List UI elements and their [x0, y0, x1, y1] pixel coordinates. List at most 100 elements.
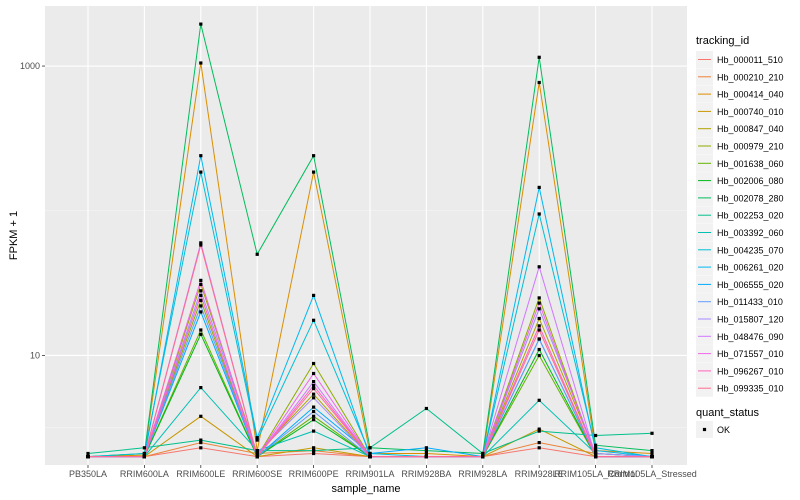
data-point	[199, 154, 203, 158]
data-point	[594, 449, 598, 453]
data-point	[650, 431, 654, 435]
data-point	[537, 55, 541, 59]
data-point	[594, 443, 598, 447]
data-point	[650, 451, 654, 456]
data-point	[424, 446, 428, 450]
x-tick-label: RRIM105LA_Control	[554, 469, 637, 479]
legend-label: Hb_000740_010	[717, 107, 784, 117]
data-point	[537, 337, 541, 341]
data-point	[312, 392, 316, 396]
data-point	[368, 455, 372, 459]
legend-label: Hb_006261_020	[717, 263, 784, 273]
data-point	[255, 451, 259, 456]
legend-label: Hb_004235_070	[717, 245, 784, 255]
legend-label: Hb_000210_210	[717, 72, 784, 82]
data-point	[199, 289, 203, 293]
data-point	[312, 380, 316, 384]
data-point	[312, 371, 316, 376]
data-point	[312, 396, 316, 400]
y-tick-label: 10	[30, 350, 40, 360]
data-point	[537, 446, 541, 450]
legend-label: Hb_003392_060	[717, 228, 784, 238]
data-point	[537, 307, 541, 311]
data-point	[312, 429, 316, 433]
shape-legend-point-icon	[702, 427, 707, 432]
legend-label: Hb_006555_020	[717, 280, 784, 290]
data-point	[537, 398, 541, 402]
x-axis-title: sample_name	[331, 483, 400, 495]
y-tick-label: 1000	[20, 61, 40, 71]
y-axis: 10 1000	[20, 61, 45, 360]
data-points	[86, 22, 654, 459]
x-tick-label: RRIM928BA	[401, 469, 451, 479]
data-point	[199, 441, 203, 445]
data-point	[594, 446, 598, 450]
data-point	[199, 241, 203, 245]
data-point	[255, 436, 259, 440]
data-point	[537, 328, 541, 332]
legend-label: Hb_015807_120	[717, 315, 784, 325]
data-point	[481, 451, 485, 456]
data-point	[199, 282, 203, 286]
data-point	[368, 446, 372, 450]
data-point	[650, 455, 654, 459]
data-point	[537, 316, 541, 321]
data-point	[537, 212, 541, 216]
data-point	[312, 170, 316, 174]
data-point	[199, 278, 203, 282]
legend-label: Hb_002253_020	[717, 211, 784, 221]
data-point	[424, 449, 428, 453]
x-tick-label: RRIM928LA	[458, 469, 507, 479]
data-point	[199, 414, 203, 418]
data-point	[86, 451, 90, 456]
data-point	[199, 438, 203, 442]
data-point	[537, 301, 541, 305]
legend-label: Hb_000847_040	[717, 124, 784, 134]
data-point	[481, 455, 485, 459]
data-point	[650, 449, 654, 453]
data-point	[142, 446, 146, 450]
data-point	[537, 185, 541, 189]
data-point	[255, 449, 259, 453]
data-point	[424, 406, 428, 411]
data-point	[312, 418, 316, 422]
x-tick-label: RRIM600LE	[176, 469, 225, 479]
data-point	[199, 328, 203, 332]
legend-label: Hb_099335_010	[717, 384, 784, 394]
legend-label: Hb_001638_060	[717, 159, 784, 169]
shape-legend-title: quant_status	[696, 407, 759, 419]
data-point	[537, 80, 541, 85]
x-tick-label: RRIM901LA	[345, 469, 394, 479]
x-tick-label: RRIM600LA	[120, 469, 169, 479]
data-point	[199, 293, 203, 297]
data-point	[537, 441, 541, 445]
y-axis-title: FPKM + 1	[8, 211, 20, 260]
data-point	[594, 433, 598, 438]
data-point	[594, 455, 598, 459]
data-point	[199, 386, 203, 390]
data-point	[537, 427, 541, 431]
data-point	[255, 252, 259, 256]
shape-legend-label: OK	[717, 425, 730, 435]
x-axis: PB350LA RRIM600LA RRIM600LE RRIM600SE RRIM60…	[69, 465, 697, 479]
data-point	[312, 154, 316, 158]
data-point	[312, 383, 316, 388]
data-point	[255, 455, 259, 459]
data-point	[312, 361, 316, 366]
data-point	[142, 451, 146, 456]
data-point	[199, 332, 203, 336]
data-point	[312, 446, 316, 450]
data-point	[537, 347, 541, 352]
data-point	[312, 318, 316, 322]
data-point	[537, 265, 541, 269]
plot-panel	[45, 6, 687, 465]
legend-title: tracking_id	[696, 35, 749, 47]
data-point	[312, 387, 316, 391]
data-point	[537, 429, 541, 433]
data-point	[142, 455, 146, 459]
legend-label: Hb_096267_010	[717, 366, 784, 376]
data-point	[312, 414, 316, 418]
data-point	[199, 243, 203, 247]
data-point	[312, 449, 316, 453]
